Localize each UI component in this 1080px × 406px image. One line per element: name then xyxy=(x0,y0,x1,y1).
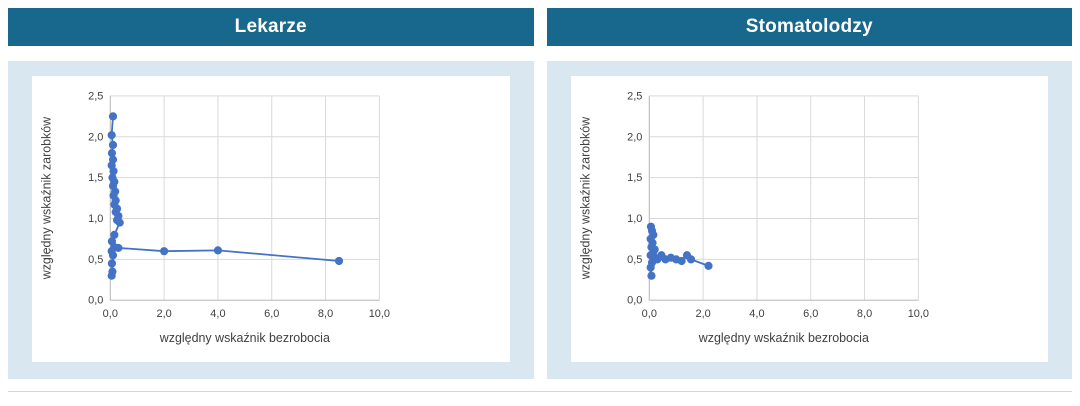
data-point xyxy=(109,167,118,176)
y-axis-title: względny wskaźnik zarobków xyxy=(578,116,592,280)
panel-body-stomatolodzy: 0,0 2,0 4,0 6,0 8,0 10,0 0,0 0,5 1,0 1,5 2,0 2,5 wzg… xyxy=(546,61,1072,379)
panel-columns: Lekarze 0,0 2,0 4,0 6,0 8,0 10,0 0,0 0,5 1,0 1,5 2… xyxy=(8,8,1072,379)
svg-text:8,0: 8,0 xyxy=(318,308,333,320)
svg-text:10,0: 10,0 xyxy=(907,308,928,320)
data-point xyxy=(647,238,657,248)
chart-svg: 0,0 2,0 4,0 6,0 8,0 10,0 0,0 0,5 1,0 1,5 2,0 2,5 wzg… xyxy=(578,90,929,345)
panel-lekarze: Lekarze 0,0 2,0 4,0 6,0 8,0 10,0 0,0 0,5 1,0 1,5 2… xyxy=(8,8,534,379)
panel-body-lekarze: 0,0 2,0 4,0 6,0 8,0 10,0 0,0 0,5 1,0 1,5 2,0 2,5 wzg… xyxy=(8,61,534,379)
svg-text:4,0: 4,0 xyxy=(210,308,225,320)
panel-title-stomatolodzy: Stomatolodzy xyxy=(546,8,1072,46)
data-point xyxy=(110,230,119,239)
svg-text:0,0: 0,0 xyxy=(88,295,103,307)
two-panel-figure: Lekarze 0,0 2,0 4,0 6,0 8,0 10,0 0,0 0,5 1,0 1,5 2… xyxy=(8,0,1072,392)
series-line xyxy=(110,115,340,277)
svg-text:2,0: 2,0 xyxy=(695,308,710,320)
data-point xyxy=(107,131,116,140)
svg-text:10,0: 10,0 xyxy=(369,308,390,320)
data-point xyxy=(108,140,118,150)
svg-text:4,0: 4,0 xyxy=(749,308,764,320)
svg-text:0,0: 0,0 xyxy=(103,308,118,320)
data-point xyxy=(115,218,124,227)
svg-text:8,0: 8,0 xyxy=(856,308,871,320)
svg-text:2,5: 2,5 xyxy=(88,90,103,102)
data-point xyxy=(703,261,713,270)
series-line xyxy=(649,225,709,277)
data-point xyxy=(646,271,656,280)
data-point xyxy=(677,256,686,266)
data-point xyxy=(107,271,116,280)
svg-text:2,5: 2,5 xyxy=(627,90,642,102)
data-point xyxy=(108,112,118,121)
bottom-divider xyxy=(8,391,1072,392)
svg-text:0,5: 0,5 xyxy=(627,254,642,266)
scatter-chart-stomatolodzy: 0,0 2,0 4,0 6,0 8,0 10,0 0,0 0,5 1,0 1,5 2,0 2,5 wzg… xyxy=(570,76,1048,362)
svg-text:1,5: 1,5 xyxy=(88,172,103,184)
data-point xyxy=(648,230,657,239)
svg-text:2,0: 2,0 xyxy=(157,308,172,320)
svg-text:1,0: 1,0 xyxy=(88,213,103,225)
y-axis-title: względny wskaźnik zarobków xyxy=(40,116,54,280)
svg-text:1,5: 1,5 xyxy=(627,172,642,184)
data-point xyxy=(213,246,223,255)
scatter-chart-lekarze: 0,0 2,0 4,0 6,0 8,0 10,0 0,0 0,5 1,0 1,5 2,0 2,5 wzg… xyxy=(32,76,510,362)
svg-text:0,0: 0,0 xyxy=(627,295,642,307)
svg-text:2,0: 2,0 xyxy=(88,131,103,143)
data-point xyxy=(108,251,118,260)
svg-text:2,0: 2,0 xyxy=(627,131,642,143)
panel-title-lekarze: Lekarze xyxy=(8,8,534,46)
data-point xyxy=(114,243,123,253)
svg-text:0,0: 0,0 xyxy=(641,308,656,320)
data-point xyxy=(107,259,117,268)
panel-stomatolodzy: Stomatolodzy 0,0 2,0 4,0 6,0 8,0 10,0 0,0 0,5 1,… xyxy=(546,8,1072,379)
chart-svg: 0,0 2,0 4,0 6,0 8,0 10,0 0,0 0,5 1,0 1,5 2,0 2,5 wzg… xyxy=(40,90,391,345)
data-point xyxy=(160,247,169,256)
x-axis-title: względny wskaźnik bezrobocia xyxy=(159,331,330,345)
svg-text:6,0: 6,0 xyxy=(803,308,818,320)
data-point xyxy=(107,149,117,158)
data-point xyxy=(334,256,344,266)
data-point xyxy=(646,222,655,231)
svg-text:0,5: 0,5 xyxy=(88,254,103,266)
x-axis-title: względny wskaźnik bezrobocia xyxy=(697,331,868,345)
data-point xyxy=(686,255,695,264)
svg-text:1,0: 1,0 xyxy=(627,213,642,225)
svg-text:6,0: 6,0 xyxy=(264,308,279,320)
